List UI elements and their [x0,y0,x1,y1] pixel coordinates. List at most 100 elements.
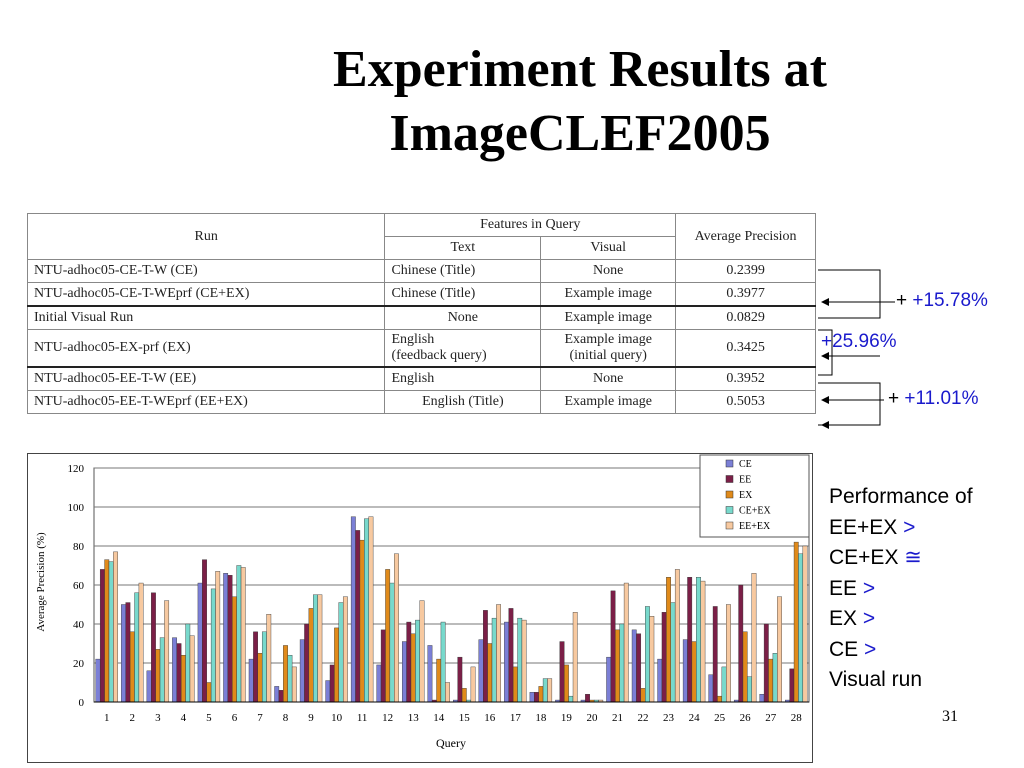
x-tick-label: 16 [484,712,496,724]
legend-label: EX [739,490,753,501]
bar [726,604,731,703]
bracket-ce-vs-ceex [818,269,881,319]
bar [291,666,297,703]
bar [470,666,476,703]
bar [496,604,502,703]
bar [113,551,118,703]
average-precision: 0.3977 [675,282,816,307]
bar [691,641,697,703]
page-number: 31 [942,708,958,725]
bar [125,602,131,703]
chart-frame: 0 20 40 60 80 100 120 1 2 3 4 5 6 7 8 9 10 11 12 13 14 15 16 17… [27,453,813,763]
bar [610,590,616,703]
gain-annotation: + +11.01% [888,388,979,410]
bracket-ee-vs-eeex [818,382,881,426]
bar [415,619,420,703]
bar [534,692,539,703]
y-tick-label: 100 [68,502,85,514]
x-tick-label: 11 [357,712,368,724]
bar [636,633,642,703]
gain-annotation: + +15.78% [896,290,988,312]
x-tick-label: 14 [433,712,445,724]
average-precision: 0.3425 [675,329,816,368]
results-table: Run Features in Query Average Precision … [26,213,816,414]
visual-feature: Example image [540,282,677,307]
bar [674,569,680,703]
bar [742,631,748,703]
summary-line: EE > [829,576,876,600]
x-tick-label: 28 [791,712,803,724]
run-name: Initial Visual Run [26,305,386,330]
bar [738,584,744,703]
bar [274,686,280,703]
bar [338,602,344,703]
bar [559,641,565,703]
bar [747,676,752,703]
x-tick-label: 4 [181,712,187,724]
gain-value: 25.96% [832,331,897,352]
bar [700,580,706,703]
bar [334,627,339,703]
bar [121,604,126,703]
bar [712,606,718,703]
bar [385,569,391,703]
text-feature: English (feedback query) [384,329,542,368]
table-row: Initial Visual Run None Example image 0.… [26,305,816,330]
ap-header: Average Precision [675,213,816,260]
bar [751,573,757,703]
bar [772,653,778,703]
average-precision: 0.2399 [675,259,816,283]
title-line-1: Experiment Results at [333,41,827,98]
bar [802,545,808,703]
bar [631,629,637,703]
visual-feature: Example image [540,390,677,414]
bar [206,682,212,703]
bar [138,582,144,703]
x-tick-label: 7 [257,712,263,724]
bar [487,643,493,703]
bar [687,576,693,703]
x-tick-label: 2 [130,712,136,724]
bracket-visual-vs-ex [818,329,833,376]
average-precision: 0.5053 [675,390,816,414]
legend-label: EE [739,475,751,486]
bar [759,693,765,703]
bar [287,654,293,703]
bar [380,629,386,703]
bar [368,516,374,703]
bar [649,615,655,703]
bar [798,553,804,703]
bar [227,575,233,703]
summary-line: CE > [829,637,877,661]
x-tick-label: 22 [638,712,649,724]
bar [542,678,548,703]
run-name: NTU-adhoc05-EE-T-W (EE) [26,366,386,391]
bar [266,614,272,703]
bar [572,612,578,703]
y-tick-label: 40 [73,619,85,631]
bar [666,576,671,703]
x-tick-label: 3 [155,712,161,724]
summary-line: EX > [829,607,876,630]
bar [547,678,553,703]
bar [202,559,207,703]
bar [436,658,442,703]
bar [151,592,156,703]
x-tick-label: 8 [283,712,289,724]
x-tick-label: 21 [612,712,623,724]
bar [483,610,488,703]
bar [155,649,161,703]
title-line-2: ImageCLEF2005 [389,105,771,162]
x-tick-label: 15 [459,712,471,724]
y-axis-label: Average Precision (%) [35,532,47,632]
bar [763,623,769,703]
bar [342,596,348,703]
gain-value: +15.78% [912,290,988,311]
visual-feature: Example image [540,305,677,330]
x-tick-label: 6 [232,712,238,724]
bar [159,637,165,703]
bar [696,576,701,703]
bar [708,674,714,703]
legend: CE EE EX CE+EX EE+EX [699,454,810,538]
